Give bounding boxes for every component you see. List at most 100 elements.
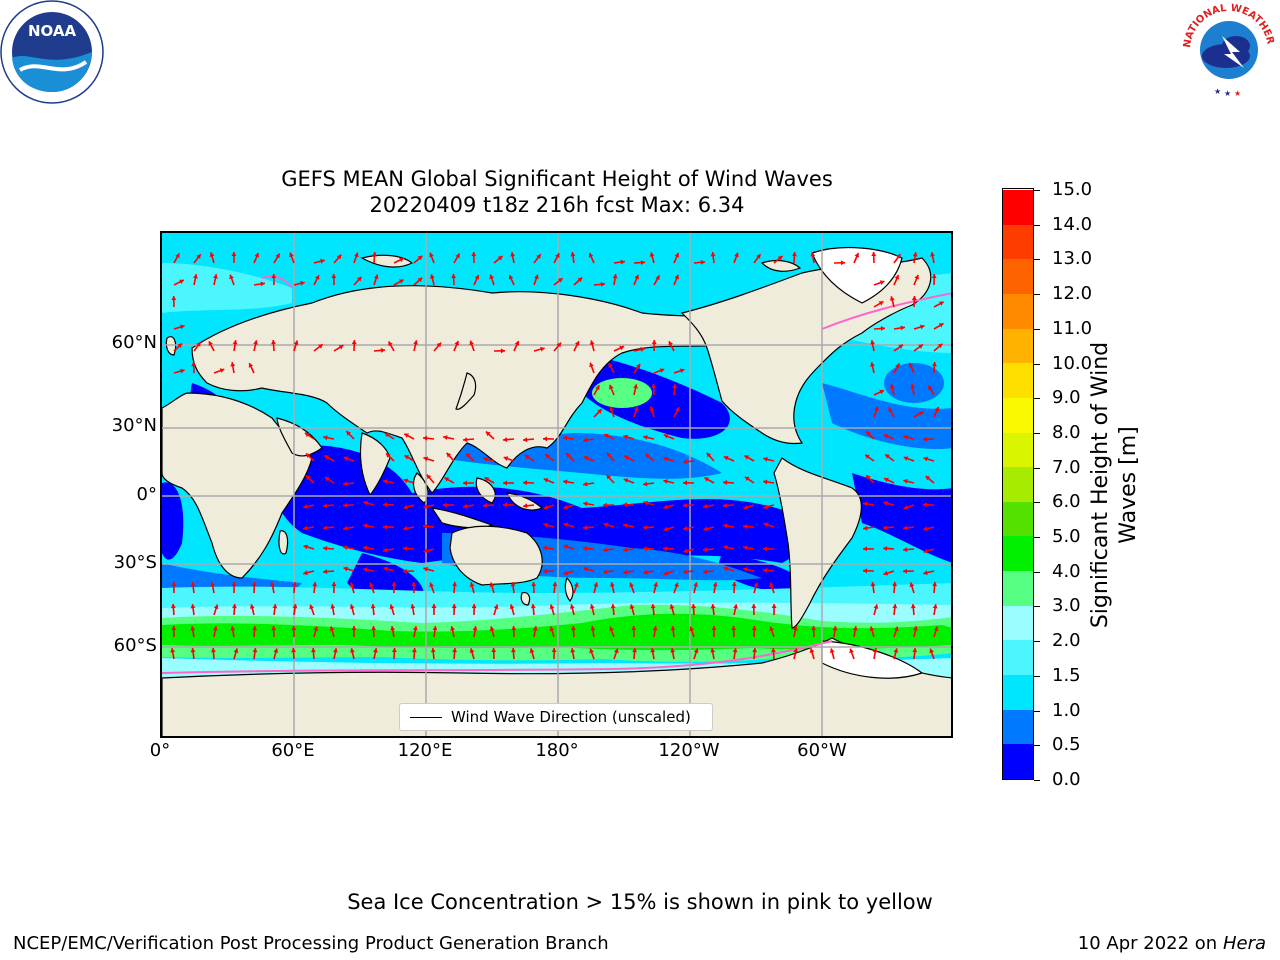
wave-direction-arrowhead bbox=[390, 626, 396, 631]
colorbar-tick-mark bbox=[1034, 363, 1040, 365]
wave-direction-arrowhead bbox=[634, 274, 639, 280]
wave-direction-arrowhead bbox=[871, 252, 877, 257]
wave-direction-arrowhead bbox=[190, 582, 196, 587]
wave-direction-arrowhead bbox=[324, 455, 330, 460]
wave-direction-arrowhead bbox=[171, 626, 177, 631]
wave-direction-arrowhead bbox=[323, 525, 328, 531]
wave-direction-arrowhead bbox=[303, 525, 308, 531]
colorbar-tick-label: 6.0 bbox=[1052, 491, 1081, 513]
wave-direction-arrowhead bbox=[914, 274, 919, 280]
wave-direction-arrowhead bbox=[474, 275, 480, 280]
wave-direction-arrowhead bbox=[323, 435, 328, 441]
wave-direction-arrowhead bbox=[923, 526, 928, 532]
wave-direction-arrowhead bbox=[769, 626, 774, 632]
wave-direction-arrowhead bbox=[452, 648, 458, 653]
colorbar-band bbox=[1003, 258, 1033, 294]
wave-direction-arrowhead bbox=[313, 626, 319, 631]
wave-direction-arrowhead bbox=[723, 566, 729, 572]
colorbar-band bbox=[1003, 293, 1033, 329]
wave-direction-arrowhead bbox=[388, 341, 393, 347]
wave-direction-arrowhead bbox=[743, 524, 748, 530]
wave-direction-arrowhead bbox=[756, 254, 761, 259]
wave-direction-arrowhead bbox=[870, 340, 876, 345]
chart-title: GEFS MEAN Global Significant Height of W… bbox=[0, 166, 1114, 218]
colorbar-tick-mark bbox=[1034, 398, 1040, 400]
wave-direction-arrowhead bbox=[510, 582, 516, 587]
wave-direction-arrowhead bbox=[903, 434, 908, 440]
wave-direction-arrowhead bbox=[404, 455, 410, 460]
colorbar-tick-mark bbox=[1034, 190, 1040, 191]
wave-direction-arrowhead bbox=[514, 341, 520, 346]
wave-direction-arrowhead bbox=[426, 474, 432, 480]
wave-direction-arrowhead bbox=[450, 626, 455, 631]
wave-direction-arrowhead bbox=[304, 432, 310, 438]
wave-direction-arrowhead bbox=[338, 345, 344, 350]
wave-direction-arrowhead bbox=[903, 504, 909, 510]
lon-label-180: 180° bbox=[535, 740, 579, 761]
wave-direction-arrowhead bbox=[810, 252, 816, 257]
wave-direction-arrowhead bbox=[593, 582, 599, 587]
wave-direction-arrowhead bbox=[892, 582, 898, 587]
wave-direction-arrowhead bbox=[600, 281, 605, 287]
wave-direction-arrowhead bbox=[909, 582, 915, 588]
wave-direction-arrowhead bbox=[769, 582, 775, 588]
wave-direction-arrowhead bbox=[624, 455, 629, 460]
wave-direction-arrowhead bbox=[663, 526, 668, 532]
wave-direction-arrowhead bbox=[423, 435, 428, 441]
wave-direction-arrowhead bbox=[543, 545, 548, 551]
wave-direction-arrowhead bbox=[503, 456, 509, 461]
wave-direction-arrowhead bbox=[423, 504, 428, 510]
wave-direction-arrowhead bbox=[883, 546, 888, 551]
colorbar-tick-label: 15.0 bbox=[1052, 179, 1093, 200]
wave-direction-arrowhead bbox=[866, 431, 871, 436]
wave-direction-arrowhead bbox=[603, 522, 609, 528]
wave-direction-arrowhead bbox=[623, 434, 628, 440]
wave-direction-arrowhead bbox=[703, 547, 708, 552]
wave-direction-arrowhead bbox=[423, 523, 428, 529]
wave-direction-arrowhead bbox=[336, 254, 342, 260]
wave-direction-arrowhead bbox=[706, 452, 712, 458]
wave-direction-arrowhead bbox=[668, 341, 673, 346]
wave-direction-arrowhead bbox=[398, 279, 404, 284]
wave-direction-arrowhead bbox=[545, 454, 550, 459]
wave-direction-arrowhead bbox=[604, 433, 609, 439]
wave-direction-arrowhead bbox=[903, 547, 908, 553]
wave-direction-arrowhead bbox=[589, 340, 595, 345]
lat-label-60s: 60°S bbox=[113, 635, 157, 656]
wave-direction-arrowhead bbox=[925, 476, 931, 481]
wave-direction-arrowhead bbox=[743, 567, 748, 572]
colorbar-tick-label: 14.0 bbox=[1052, 213, 1093, 235]
colorbar-tick-mark bbox=[1034, 432, 1040, 434]
wave-direction-arrowhead bbox=[583, 566, 588, 572]
wave-direction-arrowhead bbox=[892, 604, 898, 609]
wave-direction-arrowhead bbox=[884, 477, 889, 483]
wave-direction-arrowhead bbox=[635, 363, 641, 369]
wave-direction-arrowhead bbox=[931, 274, 937, 279]
wave-direction-arrowhead bbox=[451, 604, 457, 609]
wave-direction-arrowhead bbox=[373, 648, 378, 653]
wave-direction-arrowhead bbox=[583, 501, 588, 507]
wave-direction-arrowhead bbox=[863, 501, 868, 507]
wave-direction-arrowhead bbox=[710, 648, 716, 653]
wave-direction-arrowhead bbox=[703, 526, 708, 532]
wave-direction-arrowhead bbox=[889, 296, 895, 301]
wave-direction-arrowhead bbox=[230, 362, 236, 367]
colorbar-label-line-2: Waves [m] bbox=[1116, 426, 1141, 544]
wave-direction-arrowhead bbox=[652, 626, 658, 631]
wave-direction-arrowhead bbox=[893, 626, 899, 632]
wave-direction-arrowhead bbox=[511, 626, 517, 631]
wave-direction-arrowhead bbox=[523, 437, 528, 443]
wave-direction-arrowhead bbox=[413, 340, 418, 345]
wave-direction-arrowhead bbox=[923, 456, 928, 462]
wave-direction-arrowhead bbox=[631, 626, 637, 631]
wave-direction-arrowhead bbox=[349, 604, 355, 609]
wave-direction-arrowhead bbox=[896, 254, 901, 259]
wave-direction-arrowhead bbox=[888, 407, 893, 413]
wave-direction-arrowhead bbox=[252, 648, 258, 653]
wave-direction-arrowhead bbox=[929, 648, 934, 654]
colorbar-tick-mark bbox=[1034, 675, 1040, 677]
wave-direction-arrowhead bbox=[879, 389, 884, 395]
wave-direction-arrowhead bbox=[233, 648, 239, 653]
wave-direction-arrowhead bbox=[193, 274, 198, 279]
wave-direction-arrowhead bbox=[423, 548, 428, 554]
